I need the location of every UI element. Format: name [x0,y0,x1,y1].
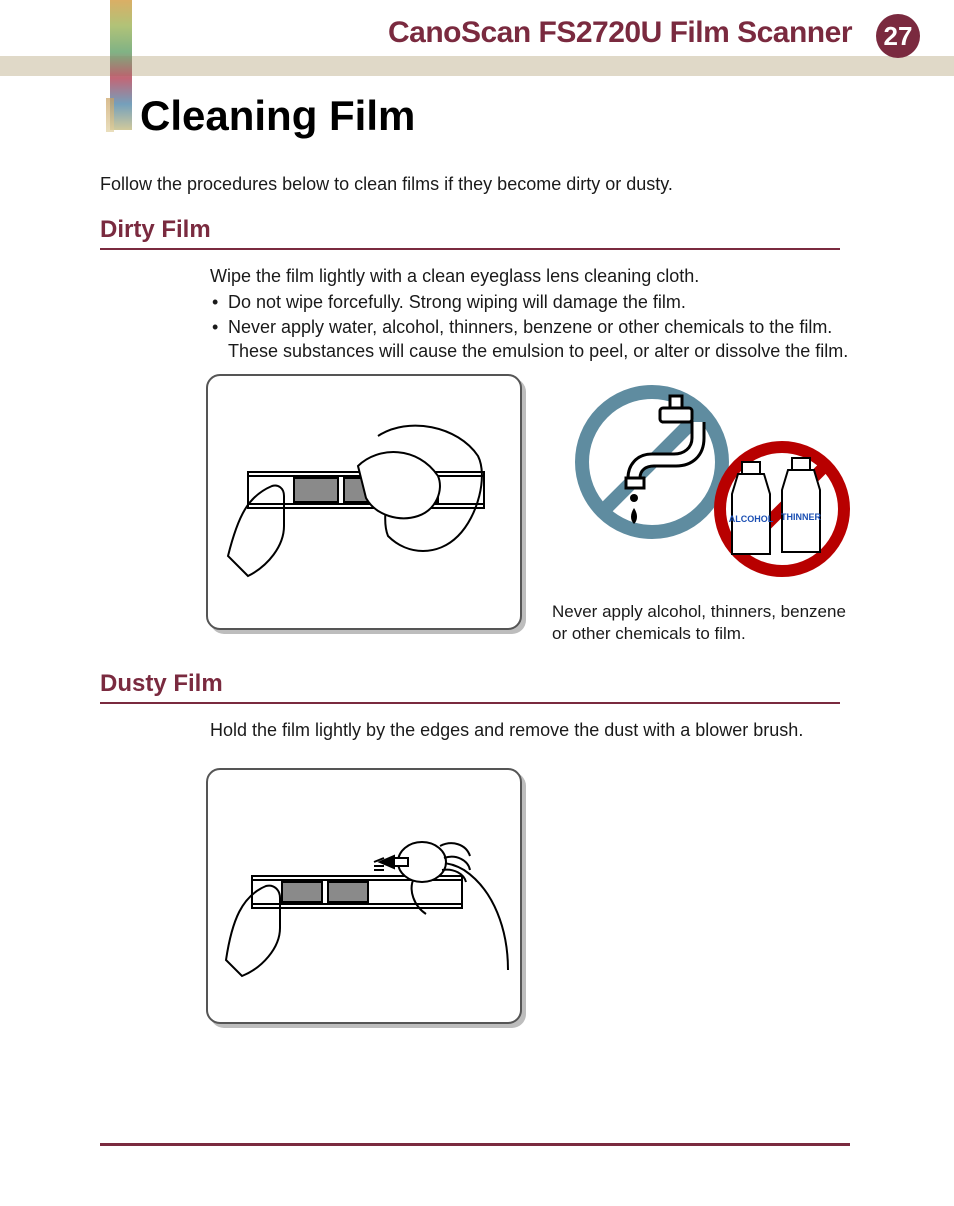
list-item: Never apply water, alcohol, thinners, be… [210,315,850,364]
wipe-film-icon [208,376,522,630]
intro-text: Follow the procedures below to clean fil… [100,172,673,196]
no-liquids-icon: ALCOHOL THINNER [552,374,852,584]
section-heading-dusty: Dusty Film [100,670,860,698]
page-title: Cleaning Film [140,92,415,140]
illustration-wipe-film [206,374,522,630]
page-number: 27 [884,21,913,52]
dirty-illustration-row: ALCOHOL THINNER Never apply alcohol, thi… [206,374,852,645]
footer-rule [100,1143,850,1146]
warning-caption: Never apply alcohol, thinners, benzene o… [552,601,846,645]
section-heading-dirty: Dirty Film [100,216,860,244]
section-rule [100,702,840,704]
section-dirty-film: Dirty Film Wipe the film lightly with a … [100,216,860,363]
list-item: Do not wipe forcefully. Strong wiping wi… [210,290,850,314]
section-dusty-film: Dusty Film Hold the film lightly by the … [100,670,860,742]
section-rule [100,248,840,250]
illustration-warning-column: ALCOHOL THINNER Never apply alcohol, thi… [552,374,852,645]
bottle-label-thinner: THINNER [781,512,821,522]
dusty-lead-text: Hold the film lightly by the edges and r… [210,718,850,742]
illustration-blower-brush [206,768,522,1024]
dirty-lead-text: Wipe the film lightly with a clean eyegl… [210,264,850,288]
dirty-bullet-list: Do not wipe forcefully. Strong wiping wi… [210,290,850,363]
blower-brush-icon [208,770,522,1024]
dusty-illustration [206,768,522,1024]
bottle-label-alcohol: ALCOHOL [729,514,774,524]
header-product-title: CanoScan FS2720U Film Scanner [388,16,852,50]
page-number-badge: 27 [876,14,920,58]
decorative-ribbon-tip [106,98,114,132]
header-accent-bar [0,56,954,76]
